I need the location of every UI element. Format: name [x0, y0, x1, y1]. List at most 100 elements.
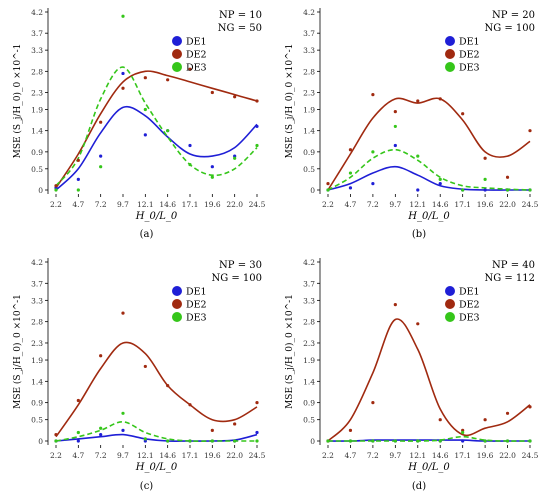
x-tick-label: 2.2	[322, 200, 334, 209]
y-tick-label: 2.3	[303, 89, 315, 98]
x-tick-label: 9.7	[117, 200, 129, 209]
x-tick-label: 9.7	[389, 451, 401, 460]
y-tick-label: 0.5	[303, 416, 315, 425]
x-axis-label: H_0/L_0	[407, 211, 450, 222]
legend-marker-de3	[445, 312, 455, 322]
y-tick-label: 2.8	[303, 67, 315, 76]
legend-label-de1: DE1	[459, 287, 480, 298]
data-point-de2	[210, 428, 214, 432]
panel-label: (b)	[412, 229, 426, 240]
x-tick-label: 24.5	[249, 451, 266, 460]
legend-label-de2: DE2	[186, 50, 207, 61]
data-point-de3	[233, 156, 237, 160]
data-point-de1	[210, 165, 214, 169]
data-point-de3	[99, 426, 103, 430]
legend-label-de3: DE3	[186, 63, 207, 74]
y-tick-label: 2.3	[31, 89, 43, 98]
y-tick-label: 0.9	[303, 399, 315, 408]
data-point-de1	[76, 177, 80, 182]
data-point-de3	[326, 188, 330, 192]
y-tick-label: 3.7	[303, 29, 315, 38]
data-point-de3	[393, 439, 397, 443]
chart-panel-2: 0 0.5 0.9 1.4 1.9 2.3 2.8 3.3 3.7 4.2 2.2 4.7 7.2 9.7…	[284, 8, 539, 240]
data-point-de1	[255, 124, 259, 129]
data-point-de1	[99, 154, 103, 158]
annotation-ng: NG = 50	[218, 23, 262, 34]
y-tick-label: 3.3	[303, 296, 315, 305]
data-point-de2	[393, 303, 397, 307]
y-tick-label: 1.9	[303, 356, 315, 365]
y-tick-label: 2.8	[31, 67, 43, 76]
data-point-de3	[210, 175, 214, 179]
data-point-de3	[255, 439, 259, 443]
data-point-de2	[99, 354, 103, 358]
y-tick-label: 0.5	[31, 416, 43, 425]
y-tick-label: 0	[38, 437, 43, 446]
data-point-de2	[461, 112, 465, 116]
x-tick-label: 17.1	[454, 451, 471, 460]
annotation-ng: NG = 100	[484, 23, 535, 34]
x-tick-label: 14.6	[432, 200, 449, 209]
series-line-de1	[327, 165, 530, 191]
y-tick-label: 0	[38, 186, 43, 195]
y-tick-label: 4.2	[31, 8, 43, 17]
data-point-de2	[233, 95, 237, 99]
data-point-de3	[438, 439, 442, 443]
data-point-de2	[76, 158, 80, 162]
y-tick-label: 0.9	[31, 399, 43, 408]
x-tick-label: 14.6	[159, 200, 176, 209]
y-tick-label: 4.2	[303, 258, 315, 267]
legend-marker-de1	[172, 36, 182, 46]
x-axis-label: H_0/L_0	[135, 211, 178, 222]
y-tick-label: 4.2	[31, 258, 43, 267]
data-point-de1	[188, 143, 192, 148]
legend-label-de2: DE2	[459, 300, 480, 311]
x-tick-label: 19.6	[477, 200, 494, 209]
data-point-de1	[416, 188, 420, 192]
series-line-de3	[55, 66, 258, 187]
y-tick-label: 1.9	[31, 356, 43, 365]
data-point-de2	[528, 405, 532, 409]
data-point-de3	[76, 430, 80, 435]
data-point-de2	[166, 383, 170, 388]
data-point-de2	[188, 67, 192, 71]
x-tick-label: 9.7	[389, 200, 401, 209]
data-point-de2	[166, 78, 170, 82]
series-line-de2	[327, 318, 531, 442]
y-tick-label: 3.7	[31, 279, 43, 288]
y-tick-label: 0.9	[303, 148, 315, 157]
y-tick-label: 1.4	[303, 377, 315, 386]
data-point-de3	[166, 129, 170, 133]
x-tick-label: 2.2	[322, 451, 334, 460]
legend-label-de1: DE1	[186, 37, 207, 48]
data-point-de3	[143, 437, 147, 441]
x-tick-label: 7.2	[95, 451, 107, 460]
legend-marker-de2	[445, 299, 455, 309]
x-tick-label: 24.5	[522, 451, 539, 460]
series-line-de2	[327, 97, 531, 191]
data-point-de1	[461, 439, 465, 443]
x-tick-label: 12.1	[137, 451, 154, 460]
y-tick-label: 2.8	[31, 318, 43, 327]
x-tick-label: 9.7	[117, 451, 129, 460]
panel-label: (c)	[140, 481, 154, 492]
data-point-de1	[348, 186, 353, 190]
legend-marker-de3	[172, 62, 182, 72]
data-point-de3	[371, 150, 375, 154]
data-point-de1	[438, 182, 442, 186]
legend-marker-de1	[445, 36, 455, 46]
data-point-de3	[188, 162, 192, 167]
data-point-de3	[461, 188, 465, 192]
panel-label: (d)	[412, 481, 426, 492]
data-point-de2	[416, 99, 420, 103]
y-tick-label: 3.7	[303, 279, 315, 288]
y-tick-label: 3.3	[31, 296, 43, 305]
data-point-de3	[348, 439, 353, 443]
data-point-de3	[416, 439, 420, 443]
data-point-de1	[121, 71, 125, 76]
x-tick-label: 22.0	[499, 451, 516, 460]
data-point-de3	[348, 171, 353, 175]
chart-panel-3: 0 0.5 0.9 1.4 1.9 2.3 2.8 3.3 3.7 4.2 2.2 4.7 7.2 9.7…	[12, 258, 266, 492]
series-line-de2	[55, 70, 258, 189]
panel-label: (a)	[140, 229, 154, 240]
